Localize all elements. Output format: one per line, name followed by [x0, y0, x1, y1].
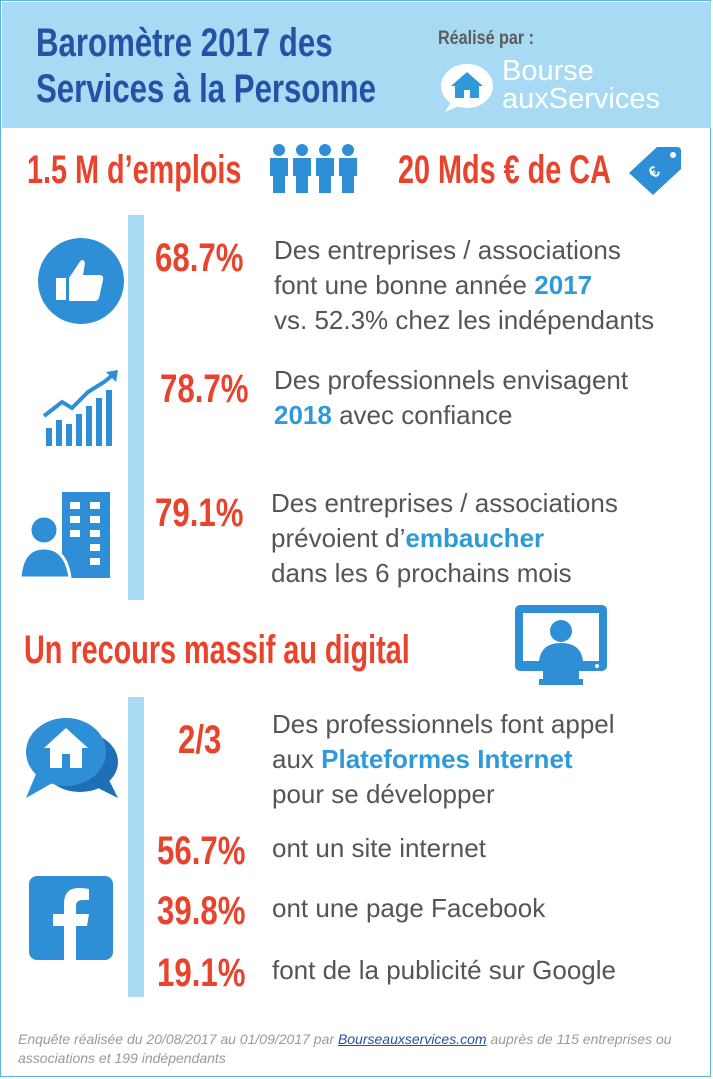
digital-value-site-internet: 56.7% — [157, 829, 246, 873]
business-person-building-icon — [18, 492, 110, 580]
digital-text-plateformes: Des professionnels font appel aux Platef… — [272, 707, 615, 812]
stat-line-pre: aux — [272, 744, 322, 774]
thumbs-up-icon — [38, 238, 124, 324]
bourse-logo-house-bubble-icon — [441, 64, 493, 112]
stat-line: font une bonne année 2017 — [274, 268, 654, 303]
footer-source-note: Enquête réalisée du 20/08/2017 au 01/09/… — [18, 1030, 698, 1068]
stat-line: 2018 avec confiance — [274, 398, 628, 433]
stat-line-post: avec confiance — [331, 400, 513, 430]
realise-par-label: Réalisé par : — [438, 28, 535, 49]
stat-text-confiance: Des professionnels envisagent 2018 avec … — [274, 363, 628, 433]
page-title: Baromètre 2017 des Services à la Personn… — [36, 20, 376, 112]
stat-line: aux Plateformes Internet — [272, 742, 615, 777]
stat-line: dans les 6 prochains mois — [271, 558, 572, 588]
logo-line-2: auxServices — [502, 83, 660, 115]
people-group-icon — [270, 144, 357, 193]
digital-value-plateformes: 2/3 — [178, 718, 222, 762]
stat-line: vs. 52.3% chez les indépendants — [274, 305, 655, 335]
footer-text-pre: Enquête réalisée du 20/08/2017 au 01/09/… — [18, 1031, 338, 1047]
stat-highlight: embaucher — [405, 523, 545, 553]
stat-line: Des entreprises / associations — [274, 235, 621, 265]
stat-highlight: Plateformes Internet — [321, 744, 573, 774]
digital-value-facebook: 39.8% — [157, 889, 246, 933]
digital-text-facebook: ont une page Facebook — [272, 893, 546, 923]
section-divider-bar-2 — [128, 697, 144, 997]
section-heading-digital: Un recours massif au digital — [24, 628, 410, 672]
stat-text-bonne-annee: Des entreprises / associations font une … — [274, 233, 654, 338]
footer-text-post: auprès de 115 entreprises ou association… — [18, 1031, 672, 1066]
logo-line-1: Bourse — [502, 55, 594, 87]
stat-value-embaucher: 79.1% — [155, 491, 244, 535]
growth-chart-icon — [42, 370, 118, 446]
stat-line: Des professionnels font appel — [272, 709, 615, 739]
title-line-2: Services à la Personne — [36, 67, 376, 111]
stat-line-pre: font une bonne année — [274, 270, 535, 300]
digital-value-google: 19.1% — [157, 951, 246, 995]
house-speech-bubble-icon — [26, 718, 118, 798]
computer-user-icon — [515, 605, 607, 685]
kpi-chiffre-affaires: 20 Mds € de CA — [398, 148, 611, 192]
facebook-icon — [29, 876, 113, 960]
kpi-emplois: 1.5 M d’emplois — [27, 148, 242, 192]
stat-text-embaucher: Des entreprises / associations prévoient… — [271, 486, 618, 591]
euro-price-tag-icon: € — [629, 147, 681, 195]
stat-highlight: 2017 — [534, 270, 593, 300]
header-banner: Baromètre 2017 des Services à la Personn… — [2, 2, 711, 128]
stat-line-pre: prévoient d’ — [271, 523, 406, 553]
stat-line: pour se développer — [272, 779, 495, 809]
title-line-1: Baromètre 2017 des — [36, 21, 333, 65]
digital-text-site-internet: ont un site internet — [272, 833, 486, 863]
digital-text-google: font de la publicité sur Google — [272, 955, 616, 985]
source-link[interactable]: Bourseauxservices.com — [337, 1031, 487, 1047]
stat-line: prévoient d’embaucher — [271, 521, 618, 556]
bourse-logo-text: Bourse auxServices — [502, 55, 660, 115]
stat-line: Des professionnels envisagent — [274, 365, 629, 395]
stat-highlight: 2018 — [274, 400, 332, 430]
stat-line: Des entreprises / associations — [271, 488, 618, 518]
section-divider-bar-1 — [128, 215, 144, 600]
stat-value-confiance: 78.7% — [160, 367, 249, 411]
stat-value-bonne-annee: 68.7% — [155, 236, 244, 280]
